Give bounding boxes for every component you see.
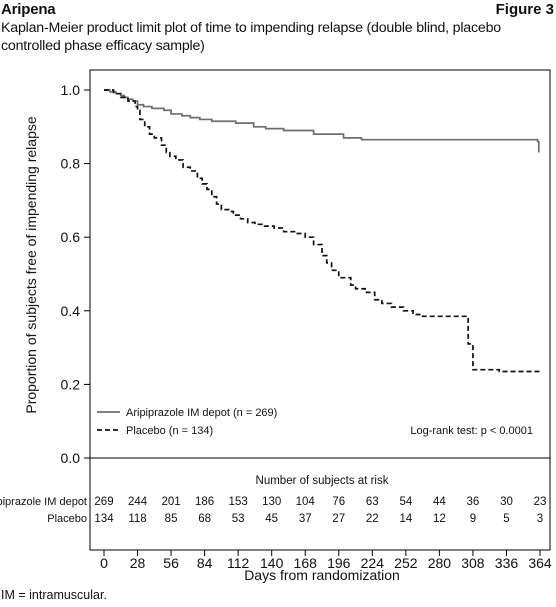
risk-cell: 134 [94, 513, 114, 525]
risk-cell: 44 [433, 496, 446, 508]
risk-cell: 9 [470, 513, 476, 525]
brand-name: Aripena [1, 1, 56, 18]
y-tick-label: 1.0 [61, 82, 81, 98]
risk-cell: 54 [399, 496, 412, 508]
y-tick-label: 0.0 [61, 450, 81, 466]
y-tick-label: 0.2 [61, 376, 81, 392]
risk-cell: 14 [399, 513, 412, 525]
x-tick-label: 308 [461, 555, 485, 571]
x-tick-label: 28 [130, 555, 146, 571]
x-tick-label: 56 [163, 555, 179, 571]
y-tick-label: 0.4 [61, 303, 81, 319]
x-tick-label: 196 [327, 555, 351, 571]
y-tick-label: 0.6 [61, 229, 81, 245]
risk-cell: 85 [165, 513, 178, 525]
risk-cell: 12 [433, 513, 446, 525]
header-row: Aripena Figure 3 [0, 0, 556, 20]
x-tick-label: 224 [361, 555, 385, 571]
risk-cell: 104 [296, 496, 316, 508]
x-tick-label: 364 [528, 555, 552, 571]
x-tick-label: 252 [394, 555, 418, 571]
risk-row-label: Aripiprazole IM depot [0, 496, 87, 508]
x-axis-label: Days from randomization [244, 567, 400, 583]
risk-table-title: Number of subjects at risk [256, 475, 389, 487]
risk-cell: 22 [366, 513, 379, 525]
y-axis-ticks: 0.0 0.2 0.4 0.6 0.8 1.0 [61, 82, 90, 466]
risk-cell: 76 [332, 496, 345, 508]
x-tick-label: 336 [495, 555, 519, 571]
y-tick-label: 0.8 [61, 156, 81, 172]
series-line-placebo [104, 89, 540, 373]
legend-label-placebo: Placebo (n = 134) [126, 425, 213, 437]
risk-cell: 5 [503, 513, 509, 525]
risk-cell: 118 [128, 513, 146, 525]
risk-cell: 244 [128, 496, 148, 508]
legend-label-aripiprazole: Aripiprazole IM depot (n = 269) [126, 407, 277, 419]
x-tick-label: 84 [197, 555, 213, 571]
risk-cell: 3 [537, 513, 543, 525]
figure-label: Figure 3 [495, 1, 554, 18]
risk-cell: 153 [229, 496, 248, 508]
footnote: IM = intramuscular. [1, 588, 107, 602]
series-line-aripiprazole [104, 89, 540, 153]
legend: Aripiprazole IM depot (n = 269) Placebo … [97, 407, 277, 437]
x-tick-label: 168 [294, 555, 318, 571]
risk-cell: 27 [332, 513, 345, 525]
risk-cell: 23 [534, 496, 547, 508]
risk-cell: 63 [366, 496, 379, 508]
risk-cell: 186 [195, 496, 214, 508]
logrank-annotation: Log-rank test: p < 0.0001 [410, 425, 533, 437]
risk-cell: 53 [232, 513, 245, 525]
risk-cell: 37 [299, 513, 312, 525]
risk-cell: 68 [198, 513, 211, 525]
risk-table: Aripiprazole IM depot 269 244 201 186 153 130 1… [0, 496, 546, 525]
series-layer [104, 89, 540, 373]
risk-cell: 36 [467, 496, 480, 508]
y-axis-label: Proportion of subjects free of impending… [23, 116, 39, 413]
risk-row-label: Placebo [47, 513, 87, 525]
x-tick-label: 0 [100, 555, 108, 571]
risk-cell: 130 [262, 496, 281, 508]
plot-frame [89, 69, 551, 551]
risk-cell: 45 [265, 513, 278, 525]
x-tick-label: 112 [227, 555, 250, 571]
x-tick-label: 280 [428, 555, 452, 571]
risk-cell: 201 [161, 496, 180, 508]
x-axis-ticks: 0 28 56 84 112 140 168 196 224 252 280 308 336 364 [100, 550, 552, 571]
chart-title: Kaplan-Meier product limit plot of time … [1, 20, 501, 54]
risk-cell: 269 [94, 496, 113, 508]
x-tick-label: 140 [260, 555, 284, 571]
risk-cell: 30 [500, 496, 513, 508]
